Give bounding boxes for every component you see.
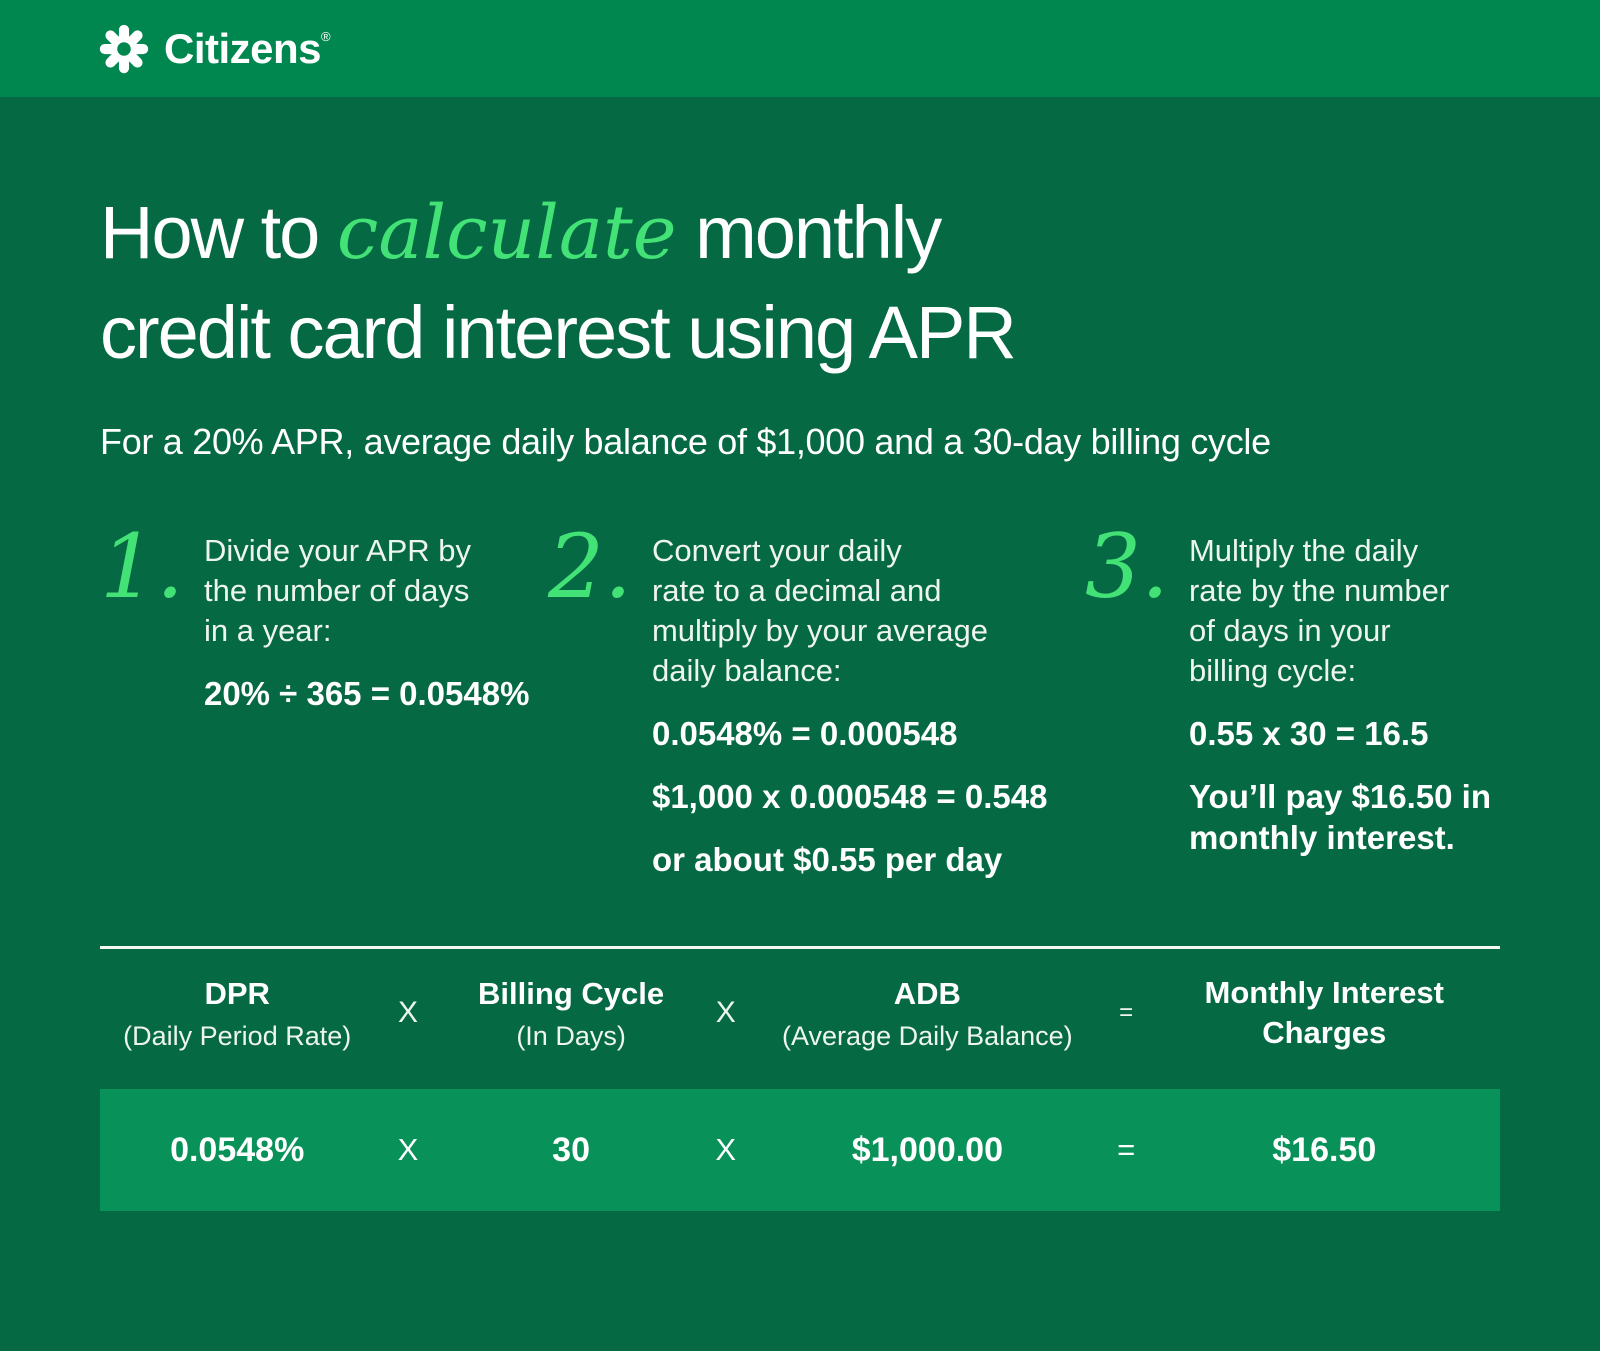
step-1-body: Divide your APR by the number of days in… — [204, 523, 529, 714]
steps-row: 1. Divide your APR by the number of days… — [100, 523, 1500, 880]
value-multiply-sign-1: X — [397, 1132, 419, 1167]
page-title: How to calculate monthly credit card inte… — [100, 97, 1500, 383]
registered-trademark: ® — [321, 28, 331, 44]
step-1-formula: 20% ÷ 365 = 0.0548% — [203, 675, 530, 712]
step-3-description: Multiply the daily rate by the number of… — [1188, 533, 1450, 688]
step-2-body: Convert your daily rate to a decimal and… — [652, 523, 1047, 880]
header-billing-cycle: Billing Cycle (In Days) — [478, 976, 665, 1051]
header-equals-sign: = — [1119, 999, 1134, 1026]
step-2-number: 2. — [548, 515, 632, 618]
step-2-description: Convert your daily rate to a decimal and… — [651, 533, 988, 688]
step-3-number: 3. — [1085, 515, 1169, 618]
citizens-flower-icon — [97, 22, 151, 76]
step-1-number: 1. — [100, 515, 184, 618]
title-part1: How to — [100, 191, 337, 274]
formula-values-row: 0.0548% X 30 X $1,000.00 = $16.50 — [100, 1089, 1500, 1211]
step-1: 1. Divide your APR by the number of days… — [100, 523, 548, 880]
value-adb: $1,000.00 — [851, 1130, 1003, 1169]
header-multiply-sign-1: X — [397, 996, 418, 1029]
value-equals-sign: = — [1117, 1132, 1136, 1167]
step-3-formula: 0.55 x 30 = 16.5 — [1188, 715, 1429, 752]
step-1-description: Divide your APR by the number of days in… — [203, 533, 472, 648]
title-highlight-word: calculate — [336, 190, 677, 276]
scenario-subtitle: For a 20% APR, average daily balance of … — [100, 421, 1271, 462]
value-monthly-interest: $16.50 — [1272, 1130, 1377, 1169]
brand-name: Citizens® — [164, 24, 331, 72]
step-2-formula-3: or about $0.55 per day — [651, 841, 1003, 878]
step-3: 3. Multiply the daily rate by the number… — [1085, 523, 1500, 880]
title-line2: credit card interest using APR — [100, 291, 1017, 374]
step-2: 2. Convert your daily rate to a decimal … — [548, 523, 1085, 880]
step-3-conclusion: You’ll pay $16.50 in monthly interest. — [1188, 778, 1491, 856]
step-2-formula-2: $1,000 x 0.000548 = 0.548 — [651, 778, 1048, 815]
header-adb: ADB (Average Daily Balance) — [782, 976, 1073, 1051]
step-2-formula-1: 0.0548% = 0.000548 — [651, 715, 958, 752]
header-monthly-interest: Monthly Interest Charges — [1204, 975, 1444, 1050]
step-3-body: Multiply the daily rate by the number of… — [1189, 523, 1491, 858]
brand-header-bar: Citizens® — [0, 0, 1600, 97]
value-billing-cycle: 30 — [552, 1130, 590, 1169]
main-content: How to calculate monthly credit card inte… — [0, 97, 1600, 1211]
header-dpr: DPR (Daily Period Rate) — [123, 976, 352, 1051]
header-multiply-sign-2: X — [715, 996, 736, 1029]
value-multiply-sign-2: X — [715, 1132, 737, 1167]
formula-table-header: DPR (Daily Period Rate) X Billing Cycle … — [100, 973, 1500, 1053]
citizens-logo: Citizens® — [97, 22, 331, 76]
title-part2: monthly — [676, 191, 942, 274]
table-top-divider — [100, 946, 1500, 949]
value-dpr: 0.0548% — [170, 1130, 305, 1169]
